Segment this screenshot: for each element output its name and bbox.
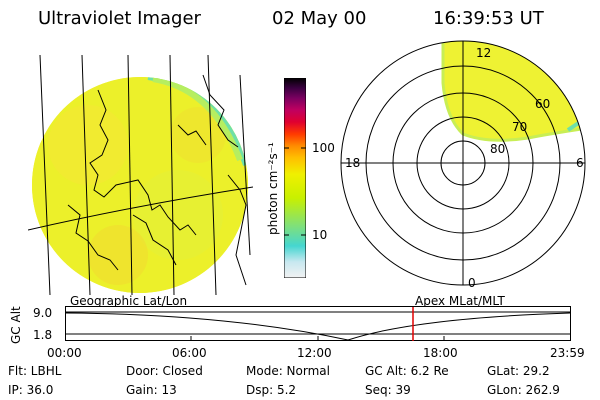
mlat-label-60: 60 xyxy=(535,97,551,111)
polar-grid xyxy=(340,40,586,286)
info-ip: IP: 36.0 xyxy=(8,383,54,397)
colorbar-label-10: 10 xyxy=(312,228,328,242)
mlat-label-70: 70 xyxy=(512,120,528,134)
timeline-right-label: Apex MLat/MLT xyxy=(415,294,505,308)
instrument-title: Ultraviolet Imager xyxy=(38,8,201,29)
lat-lon-grid xyxy=(28,55,253,295)
info-door: Door: Closed xyxy=(126,364,203,378)
coastlines xyxy=(67,74,247,286)
timeline-tick-2359: 23:59 xyxy=(550,346,585,360)
timeline-tick-0000: 00:00 xyxy=(47,346,82,360)
mlt-label-6: 6 xyxy=(576,156,584,170)
polar-plot xyxy=(340,40,586,286)
mlt-label-18: 18 xyxy=(345,156,361,170)
altitude-curve xyxy=(65,312,571,341)
info-glon: GLon: 262.9 xyxy=(487,383,560,397)
info-dsp: Dsp: 5.2 xyxy=(246,383,297,397)
timeline-y-top: 9.0 xyxy=(33,306,53,320)
timeline-y-bottom: 1.8 xyxy=(33,328,53,342)
mlt-label-0: 0 xyxy=(468,276,476,290)
geographic-image xyxy=(28,55,253,295)
colorbar-label-100: 100 xyxy=(312,141,335,155)
colorbar-unit-label: photon cm⁻²s⁻¹ xyxy=(266,142,280,235)
timeline-y-axis-title: GC Alt xyxy=(9,306,23,344)
mlt-label-12: 12 xyxy=(476,46,492,60)
info-seq: Seq: 39 xyxy=(365,383,411,397)
timeline-tick-1800: 18:00 xyxy=(423,346,458,360)
timeline-tick-1200: 12:00 xyxy=(297,346,332,360)
info-glat: GLat: 29.2 xyxy=(487,364,550,378)
altitude-timeline xyxy=(65,306,571,341)
info-flt: Flt: LBHL xyxy=(8,364,62,378)
timeline-tick-0600: 06:00 xyxy=(172,346,207,360)
timeline-left-label: Geographic Lat/Lon xyxy=(70,294,188,308)
mlat-label-80: 80 xyxy=(490,142,506,156)
colorbar xyxy=(284,78,306,278)
date-label: 02 May 00 xyxy=(272,8,367,29)
colorbar-gradient xyxy=(284,78,306,278)
time-label: 16:39:53 UT xyxy=(433,8,544,29)
info-gc-alt: GC Alt: 6.2 Re xyxy=(365,364,449,378)
info-mode: Mode: Normal xyxy=(246,364,330,378)
info-gain: Gain: 13 xyxy=(126,383,177,397)
